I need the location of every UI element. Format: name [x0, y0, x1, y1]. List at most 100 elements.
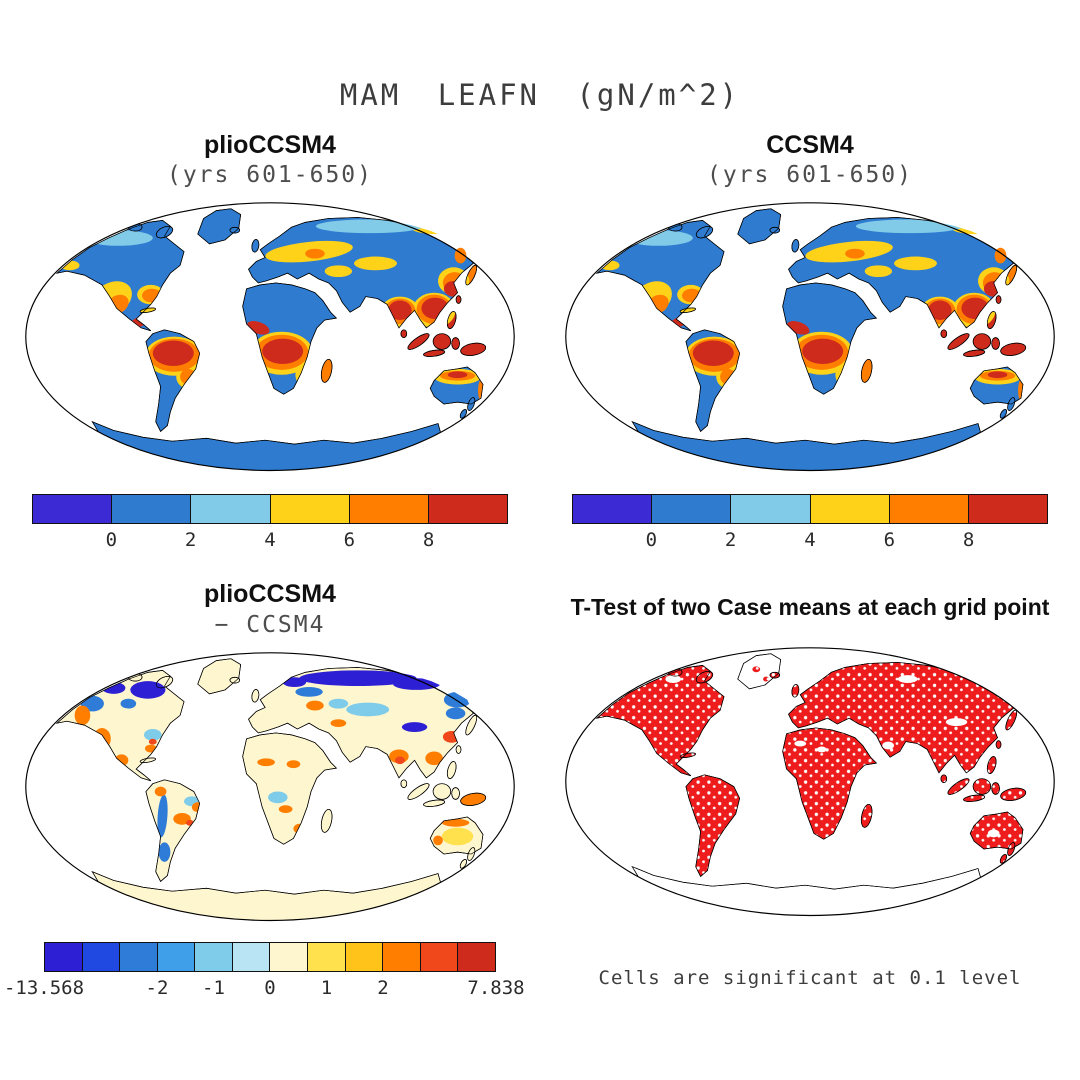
island-madagascar: [860, 804, 873, 828]
data-region-blob: [441, 827, 474, 845]
data-region-blob: [894, 256, 937, 271]
colorbar-cell: [382, 942, 420, 971]
land-africa: [782, 282, 878, 395]
land-greenland: [197, 208, 242, 245]
colorbar-tick-label: 0: [645, 529, 658, 552]
panel-title: T-Test of two Case means at each grid po…: [570, 594, 1050, 621]
colorbar-cell: [269, 495, 349, 524]
land-africa: [782, 727, 878, 840]
data-region-blob: [74, 705, 91, 725]
colorbar-ccsm4: 0 2 4 6 8: [572, 494, 1048, 553]
colorbar-tick-label: 7.838: [467, 976, 525, 999]
data-region-blob: [130, 680, 166, 699]
data-region-blob: [324, 265, 353, 278]
colorbar-tick-label: -2: [145, 976, 169, 999]
island-sulawesi: [991, 337, 1000, 350]
colorbar-cells: [32, 494, 508, 525]
colorbar-tick-label: 1: [320, 976, 333, 999]
panel-subtitle: (yrs 601-650): [166, 162, 373, 189]
island-iceland: [229, 227, 241, 234]
land-australia: [969, 366, 1024, 405]
island-taiwan: [995, 295, 1002, 304]
island-madagascar: [320, 808, 333, 833]
data-region-blob: [315, 219, 424, 234]
land-eurasia: [788, 662, 1014, 774]
island-baffin: [155, 675, 174, 688]
island-baffin: [155, 226, 174, 239]
colorbar-cell: [344, 942, 383, 971]
world-map-svg: [565, 202, 1055, 472]
island-nz2: [999, 409, 1007, 419]
colorbar-labels: 0 2 4 6 8: [572, 529, 1048, 553]
world-map-difference: [16, 645, 524, 928]
colorbar-cell: [419, 942, 458, 971]
island-sriLanka: [400, 329, 408, 339]
colorbar-tick-label: 4: [804, 529, 816, 552]
island-newGuinea: [460, 792, 487, 806]
data-region-blob: [262, 338, 304, 365]
colorbar-tick-label: 0: [264, 976, 276, 999]
land-eurasia: [248, 217, 474, 329]
data-region-blob: [987, 371, 1008, 379]
data-region-blob: [257, 757, 275, 766]
island-sriLanka: [400, 779, 408, 788]
island-madagascar: [320, 359, 333, 383]
island-sulawesi: [451, 786, 460, 800]
land-eurasia: [788, 217, 1014, 329]
island-nz1: [1007, 842, 1016, 857]
colorbar-cell: [573, 495, 652, 524]
island-japan: [465, 714, 478, 735]
colorbar-cell: [156, 942, 195, 971]
island-iceland: [229, 676, 241, 684]
land-antarctica: [91, 870, 447, 921]
land-southAmerica: [685, 774, 741, 878]
colorbar-cell: [730, 495, 810, 524]
island-nz1: [467, 846, 476, 861]
land-northAmerica: [595, 220, 725, 332]
colorbar-cell: [651, 495, 731, 524]
colorbar-cell: [427, 495, 508, 524]
land-northAmerica: [55, 669, 185, 781]
island-uk: [251, 239, 260, 253]
data-region-blob: [148, 738, 157, 745]
colorbar-difference: -13.568 -2 -1 0 1 2 7.838: [4, 941, 525, 1001]
colorbar-cell: [119, 942, 157, 971]
island-baffin: [695, 226, 714, 239]
data-region-blob: [295, 686, 323, 697]
colorbar-cell: [888, 495, 968, 524]
data-region-blob: [994, 247, 1007, 264]
colorbar-cell: [111, 495, 191, 524]
colorbar-cell: [457, 942, 495, 971]
colorbar-cell: [33, 495, 112, 524]
colorbar-tick-label: 0: [105, 529, 118, 552]
colorbar-cell: [967, 495, 1048, 524]
panel-ttest: T-Test of two Case means at each grid po…: [540, 579, 1080, 1000]
land-southAmerica: [145, 329, 201, 433]
land-northAmerica: [595, 665, 725, 777]
island-cuba: [679, 752, 696, 759]
colorbar-cell: [307, 942, 345, 971]
island-newGuinea: [1000, 342, 1027, 357]
world-map-ccsm4: [556, 195, 1064, 478]
data-region-blob: [395, 755, 405, 764]
island-sumatra: [947, 333, 970, 350]
colorbar-cell: [45, 942, 82, 971]
data-region-blob: [864, 265, 893, 278]
world-map-svg: [25, 651, 515, 921]
land-australia: [429, 816, 484, 854]
island-philippines: [986, 311, 997, 330]
data-region-blob: [278, 804, 293, 813]
data-region-blob: [445, 707, 466, 719]
land-eurasia: [248, 666, 474, 779]
colorbar-cell: [348, 495, 428, 524]
data-region-blob: [328, 698, 349, 709]
data-region-blob: [299, 669, 417, 686]
data-region-blob: [120, 698, 137, 709]
colorbar-plioccsm4: 0 2 4 6 8: [32, 494, 508, 553]
island-sumatra: [407, 782, 430, 800]
land-southAmerica: [685, 329, 741, 433]
data-region-blob: [928, 300, 952, 321]
island-iceland: [769, 672, 781, 679]
data-region-blob: [441, 818, 470, 827]
data-region-blob: [306, 700, 324, 711]
